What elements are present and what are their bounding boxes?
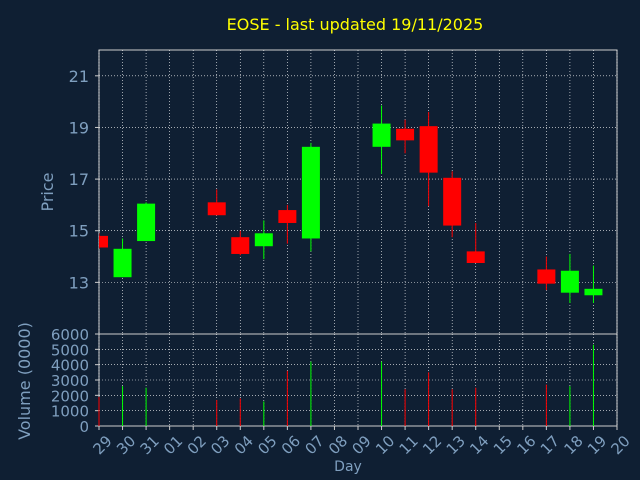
volume-tick-label: 1000 (51, 403, 89, 421)
volume-tick-label: 0 (79, 418, 89, 436)
day-tick-label: 07 (301, 432, 327, 458)
day-tick-label: 29 (90, 432, 116, 458)
price-tick-label: 19 (69, 118, 89, 137)
candle-body (99, 235, 108, 248)
day-tick-label: 16 (513, 432, 539, 458)
day-tick-label: 10 (372, 432, 398, 458)
day-tick-label: 20 (608, 432, 634, 458)
candle-body (443, 177, 462, 226)
price-panel: 13 15 17 19 21 (69, 49, 618, 335)
day-tick-label: 02 (184, 432, 210, 458)
candle-body (396, 128, 415, 141)
day-tick-label: 18 (560, 432, 586, 458)
price-tick-label: 21 (69, 67, 89, 86)
price-tick-label: 13 (69, 273, 89, 292)
day-tick-label: 04 (231, 432, 257, 458)
volume-tick-label: 3000 (51, 372, 89, 390)
volume-panel: 2930310102030405060708091011121314151617… (51, 326, 634, 458)
day-tick-label: 15 (490, 432, 516, 458)
price-tick-label: 17 (69, 170, 89, 189)
day-tick-label: 30 (113, 432, 139, 458)
day-tick-label: 11 (396, 432, 422, 458)
day-axis-label: Day (334, 459, 362, 475)
day-tick-label: 31 (137, 432, 163, 458)
candle-body (254, 233, 273, 247)
candle-body (301, 146, 320, 239)
candle-body (584, 288, 603, 296)
candle-body (560, 270, 579, 293)
candles-group (99, 105, 603, 304)
day-tick-label: 13 (443, 432, 469, 458)
day-tick-label: 05 (254, 432, 280, 458)
chart-title: EOSE - last updated 19/11/2025 (227, 15, 484, 34)
candle-body (113, 248, 132, 278)
day-tick-label: 09 (349, 432, 375, 458)
volume-tick-label: 2000 (51, 387, 89, 405)
candle-body (137, 203, 156, 242)
candle-body (537, 269, 556, 284)
day-tick-label: 19 (584, 432, 610, 458)
volume-tick-label: 6000 (51, 326, 89, 344)
day-tick-label: 06 (278, 432, 304, 458)
candle-body (466, 251, 485, 263)
candle-body (278, 210, 297, 223)
candle-body (231, 237, 250, 254)
price-axis-label: Price (38, 172, 57, 211)
day-tick-label: 12 (419, 432, 445, 458)
day-tick-label: 03 (207, 432, 233, 458)
day-tick-label: 08 (325, 432, 351, 458)
volume-axis-label: Volume (0000) (15, 322, 34, 440)
price-tick-label: 15 (69, 222, 89, 241)
candle-body (419, 126, 438, 173)
day-tick-label: 14 (466, 432, 492, 458)
volume-tick-label: 4000 (51, 357, 89, 375)
day-tick-label: 17 (537, 432, 563, 458)
day-tick-label: 01 (160, 432, 186, 458)
candle-body (207, 202, 226, 216)
volume-tick-label: 5000 (51, 341, 89, 359)
candle-body (372, 123, 391, 147)
